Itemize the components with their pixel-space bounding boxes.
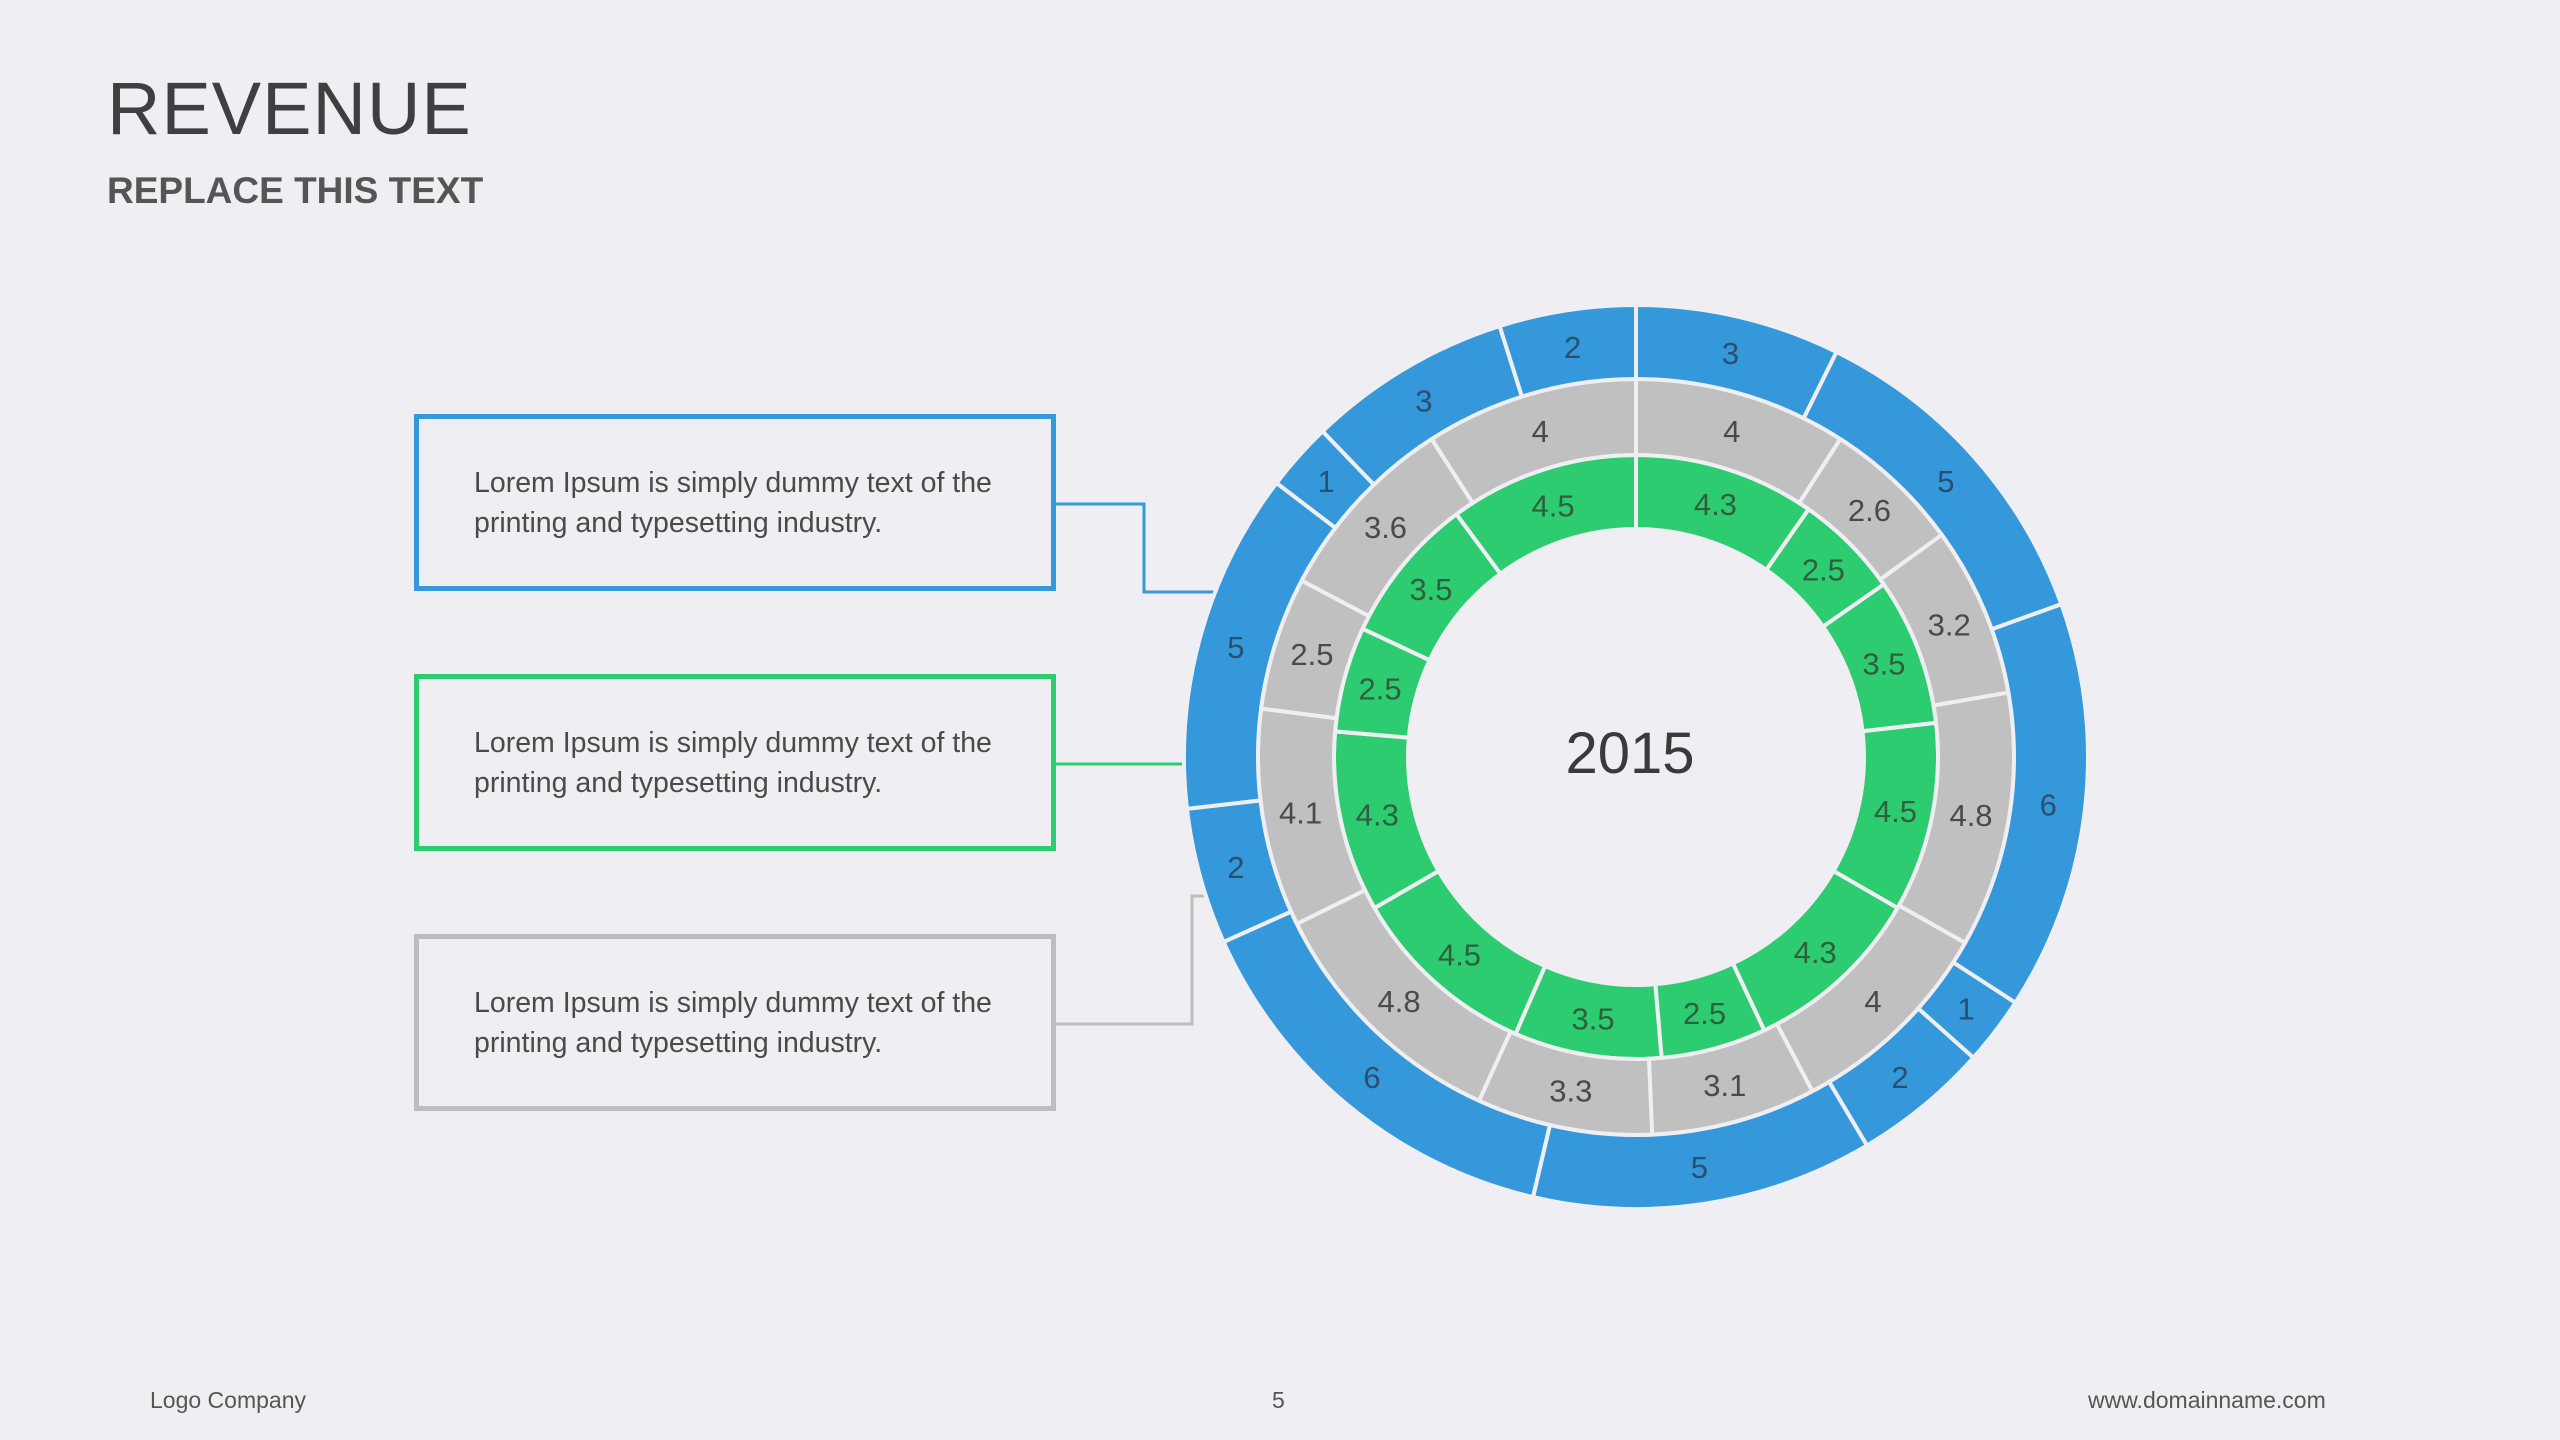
middle-ring-value-label: 3.1: [1703, 1068, 1746, 1103]
outer-ring-value-label: 3: [1722, 336, 1739, 371]
callout-box-blue: Lorem Ipsum is simply dummy text of the …: [414, 414, 1056, 591]
callout-text: Lorem Ipsum is simply dummy text of the …: [474, 986, 992, 1059]
middle-ring-value-label: 2.5: [1290, 637, 1333, 672]
outer-ring-value-label: 2: [1891, 1060, 1908, 1095]
middle-ring-value-label: 3.6: [1364, 510, 1407, 545]
middle-ring-value-label: 2.6: [1848, 493, 1891, 528]
connector-blue: [1056, 502, 1222, 594]
inner-ring-value-label: 2.5: [1802, 553, 1845, 588]
middle-ring-value-label: 3.2: [1928, 608, 1971, 643]
page-title: REVENUE: [107, 67, 472, 150]
middle-ring-value-label: 4.1: [1279, 796, 1322, 831]
callout-box-gray: Lorem Ipsum is simply dummy text of the …: [414, 934, 1056, 1111]
outer-ring-value-label: 6: [1363, 1060, 1380, 1095]
inner-ring-value-label: 3.5: [1862, 646, 1905, 681]
inner-ring-value-label: 4.5: [1438, 938, 1481, 973]
outer-ring-value-label: 2: [1227, 850, 1244, 885]
outer-ring-value-label: 5: [1937, 464, 1954, 499]
callout-text: Lorem Ipsum is simply dummy text of the …: [474, 466, 992, 539]
outer-ring-value-label: 6: [2040, 788, 2057, 823]
inner-ring-value-label: 2.5: [1358, 671, 1401, 706]
middle-ring-value-label: 4.8: [1949, 798, 1992, 833]
inner-ring-value-label: 3.5: [1409, 572, 1452, 607]
inner-ring-value-label: 4.5: [1531, 488, 1574, 523]
inner-ring-value-label: 3.5: [1572, 1001, 1615, 1036]
inner-ring-value-label: 2.5: [1683, 996, 1726, 1031]
middle-ring-value-label: 4: [1864, 984, 1881, 1019]
footer-website: www.domainname.com: [2088, 1387, 2326, 1413]
outer-ring-value-label: 3: [1415, 383, 1432, 418]
outer-ring-value-label: 2: [1564, 330, 1581, 365]
footer-company: Logo Company: [150, 1387, 306, 1413]
page-subtitle: REPLACE THIS TEXT: [107, 170, 484, 211]
inner-ring-value-label: 4.5: [1874, 794, 1917, 829]
middle-ring-value-label: 4: [1723, 414, 1740, 449]
outer-ring-value-label: 1: [1957, 992, 1974, 1027]
outer-ring-value-label: 5: [1227, 630, 1244, 665]
middle-ring-value-label: 4.8: [1377, 984, 1420, 1019]
inner-ring-value-label: 4.3: [1356, 798, 1399, 833]
outer-ring-value-label: 1: [1318, 464, 1335, 499]
callout-box-green: Lorem Ipsum is simply dummy text of the …: [414, 674, 1056, 851]
footer-page-number: 5: [1272, 1387, 1285, 1413]
center-year-label: 2015: [1565, 721, 1694, 786]
middle-ring-value-label: 3.3: [1549, 1074, 1592, 1109]
inner-ring-value-label: 4.3: [1694, 487, 1737, 522]
callout-text: Lorem Ipsum is simply dummy text of the …: [474, 726, 992, 799]
outer-ring-segment: [1497, 302, 1638, 400]
middle-ring-value-label: 4: [1532, 414, 1549, 449]
inner-ring-value-label: 4.3: [1794, 935, 1837, 970]
outer-ring-value-label: 5: [1691, 1150, 1708, 1185]
